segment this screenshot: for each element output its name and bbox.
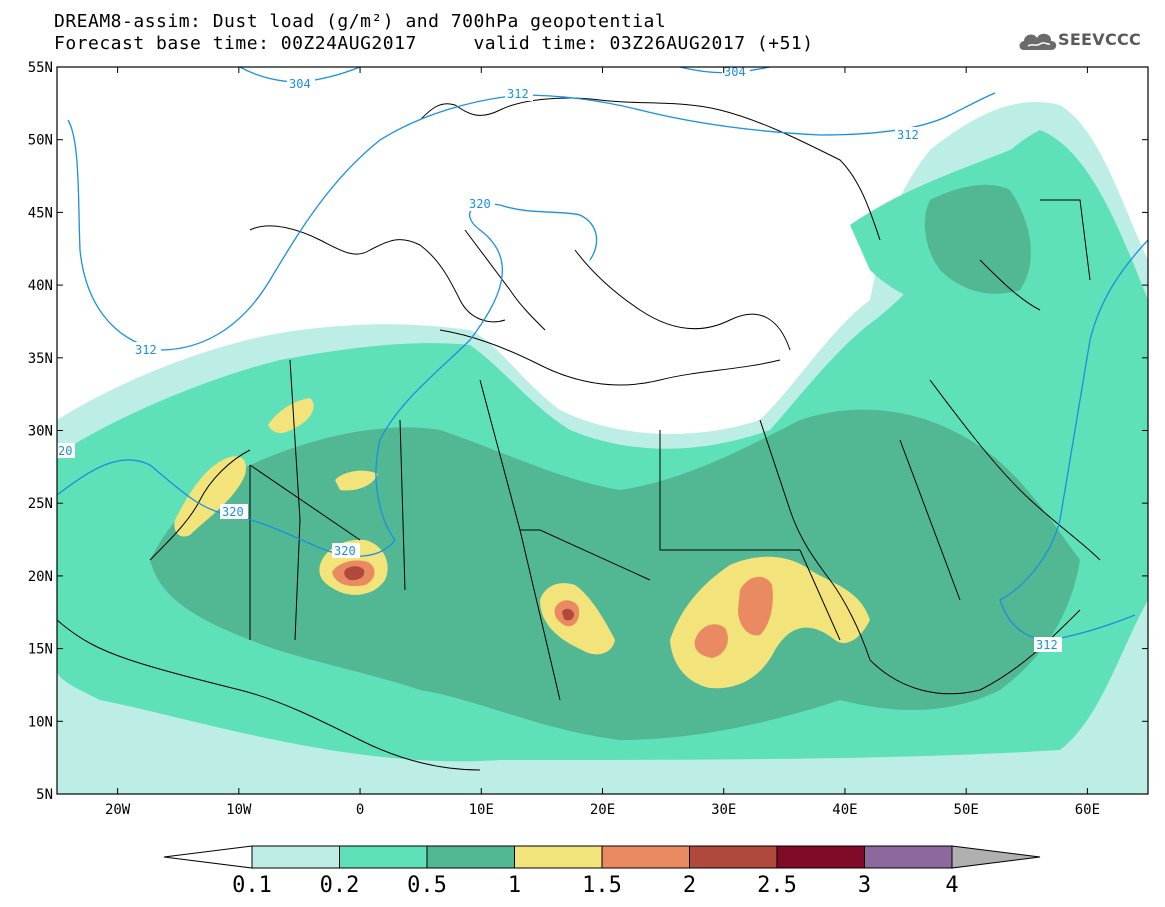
colorbar-label: 3 [858,873,871,898]
seevccc-logo: SEEVCCC [1058,30,1142,49]
colorbar-under-triangle [163,845,253,869]
colorbar-swatch [251,845,340,869]
dust-level-2-patch [344,566,365,581]
contour-label: 304 [724,65,746,79]
colorbar-swatch [426,845,515,869]
colorbar-label: 2.5 [757,873,797,898]
colorbar: 0.1 0.2 0.5 1 1.5 2 2.5 3 4 [163,845,1041,898]
contour-320 [57,203,598,557]
colorbar-label: 0.2 [320,873,360,898]
colorbar-label: 0.1 [232,873,272,898]
cloud-icon [1019,33,1057,50]
contour-label: 320 [334,544,356,558]
x-axis: 20W 10W 0 10E 20E 30E 40E 50E 60E [105,67,1100,818]
contour-label: 304 [289,77,311,91]
colorbar-swatch [689,845,778,869]
dust-level-2-patch [562,608,574,621]
y-tick-label: 55N [28,60,53,76]
y-tick-label: 30N [28,424,53,440]
x-tick-label: 10E [469,802,494,818]
colorbar-swatch [514,845,603,869]
x-tick-label: 0 [356,802,364,818]
x-tick-label: 10W [226,802,252,818]
dust-level-1-patch [335,470,378,491]
map-title: DREAM8-assim: Dust load (g/m²) and 700hP… [54,11,667,32]
contour-label: 20 [58,444,72,458]
contour-label: 312 [1036,638,1058,652]
y-tick-label: 5N [36,787,53,803]
x-tick-label: 20E [590,802,615,818]
y-tick-label: 50N [28,133,53,149]
y-tick-label: 10N [28,714,53,730]
y-axis: 55N 50N 45N 40N 35N 30N 25N 20N 15N 10N 5N [28,60,1148,803]
contour-labels: 304 304 312 312 312 320 320 320 312 20 [57,64,1062,652]
x-tick-label: 30E [711,802,736,818]
contour-label: 312 [897,128,919,142]
contour-label: 312 [135,343,157,357]
colorbar-label: 2 [683,873,696,898]
colorbar-label: 4 [945,873,958,898]
dust-level-1-patch [268,398,314,433]
colorbar-swatch [776,845,865,869]
forecast-times: Forecast base time: 00Z24AUG2017 valid t… [54,33,814,54]
dust-level-0.5-caspian [924,184,1031,294]
contour-label: 320 [222,505,244,519]
colorbar-label: 1.5 [582,873,622,898]
y-tick-label: 45N [28,205,53,221]
contour-312 [67,92,996,351]
colorbar-swatch [339,845,428,869]
dust-fields [57,67,1148,794]
x-tick-label: 40E [832,802,857,818]
dust-level-1.5-patch [694,624,728,658]
coastlines [57,97,1101,771]
y-tick-label: 25N [28,496,53,512]
dust-level-1-patch [174,456,246,537]
colorbar-swatch [864,845,953,869]
dust-level-1-patch [670,556,870,689]
colorbar-label: 0.5 [407,873,447,898]
x-tick-label: 60E [1075,802,1100,818]
colorbar-swatch [601,845,690,869]
colorbar-label: 1 [508,873,521,898]
dust-level-1.5-patch [738,576,773,636]
contour-label: 320 [469,197,491,211]
y-tick-label: 40N [28,278,53,294]
dust-level-0.5 [150,409,1080,740]
y-tick-label: 15N [28,642,53,658]
colorbar-over-triangle [951,845,1041,869]
x-tick-label: 20W [105,802,131,818]
x-tick-label: 50E [954,802,979,818]
y-tick-label: 20N [28,569,53,585]
contour-label: 312 [507,87,529,101]
y-tick-label: 35N [28,351,53,367]
